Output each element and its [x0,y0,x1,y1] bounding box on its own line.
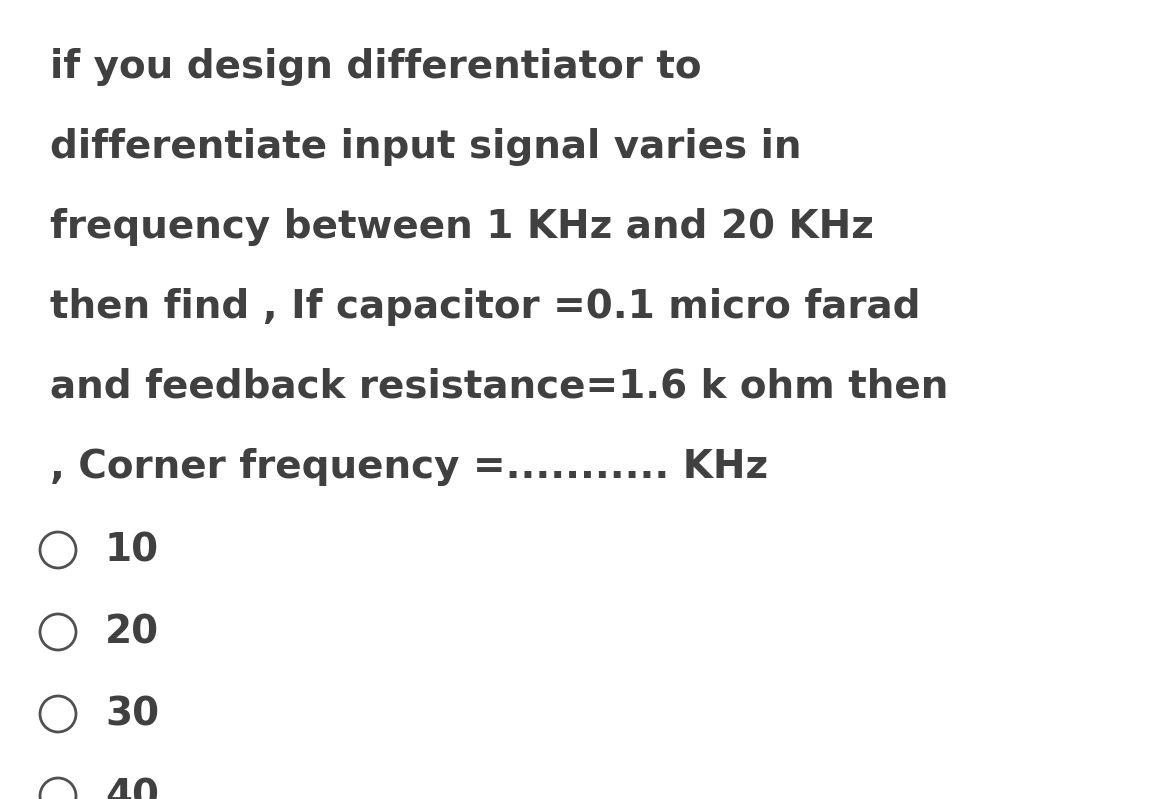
Text: and feedback resistance=1.6 k ohm then: and feedback resistance=1.6 k ohm then [50,368,948,406]
Text: differentiate input signal varies in: differentiate input signal varies in [50,128,802,166]
Text: frequency between 1 KHz and 20 KHz: frequency between 1 KHz and 20 KHz [50,208,874,246]
Text: if you design differentiator to: if you design differentiator to [50,48,701,86]
Text: 20: 20 [105,614,159,652]
Text: then find , If capacitor =0.1 micro farad: then find , If capacitor =0.1 micro fara… [50,288,920,326]
Text: 30: 30 [105,696,159,734]
Text: 40: 40 [105,778,159,799]
Text: 10: 10 [105,532,159,570]
Text: , Corner frequency =........... KHz: , Corner frequency =........... KHz [50,448,768,486]
